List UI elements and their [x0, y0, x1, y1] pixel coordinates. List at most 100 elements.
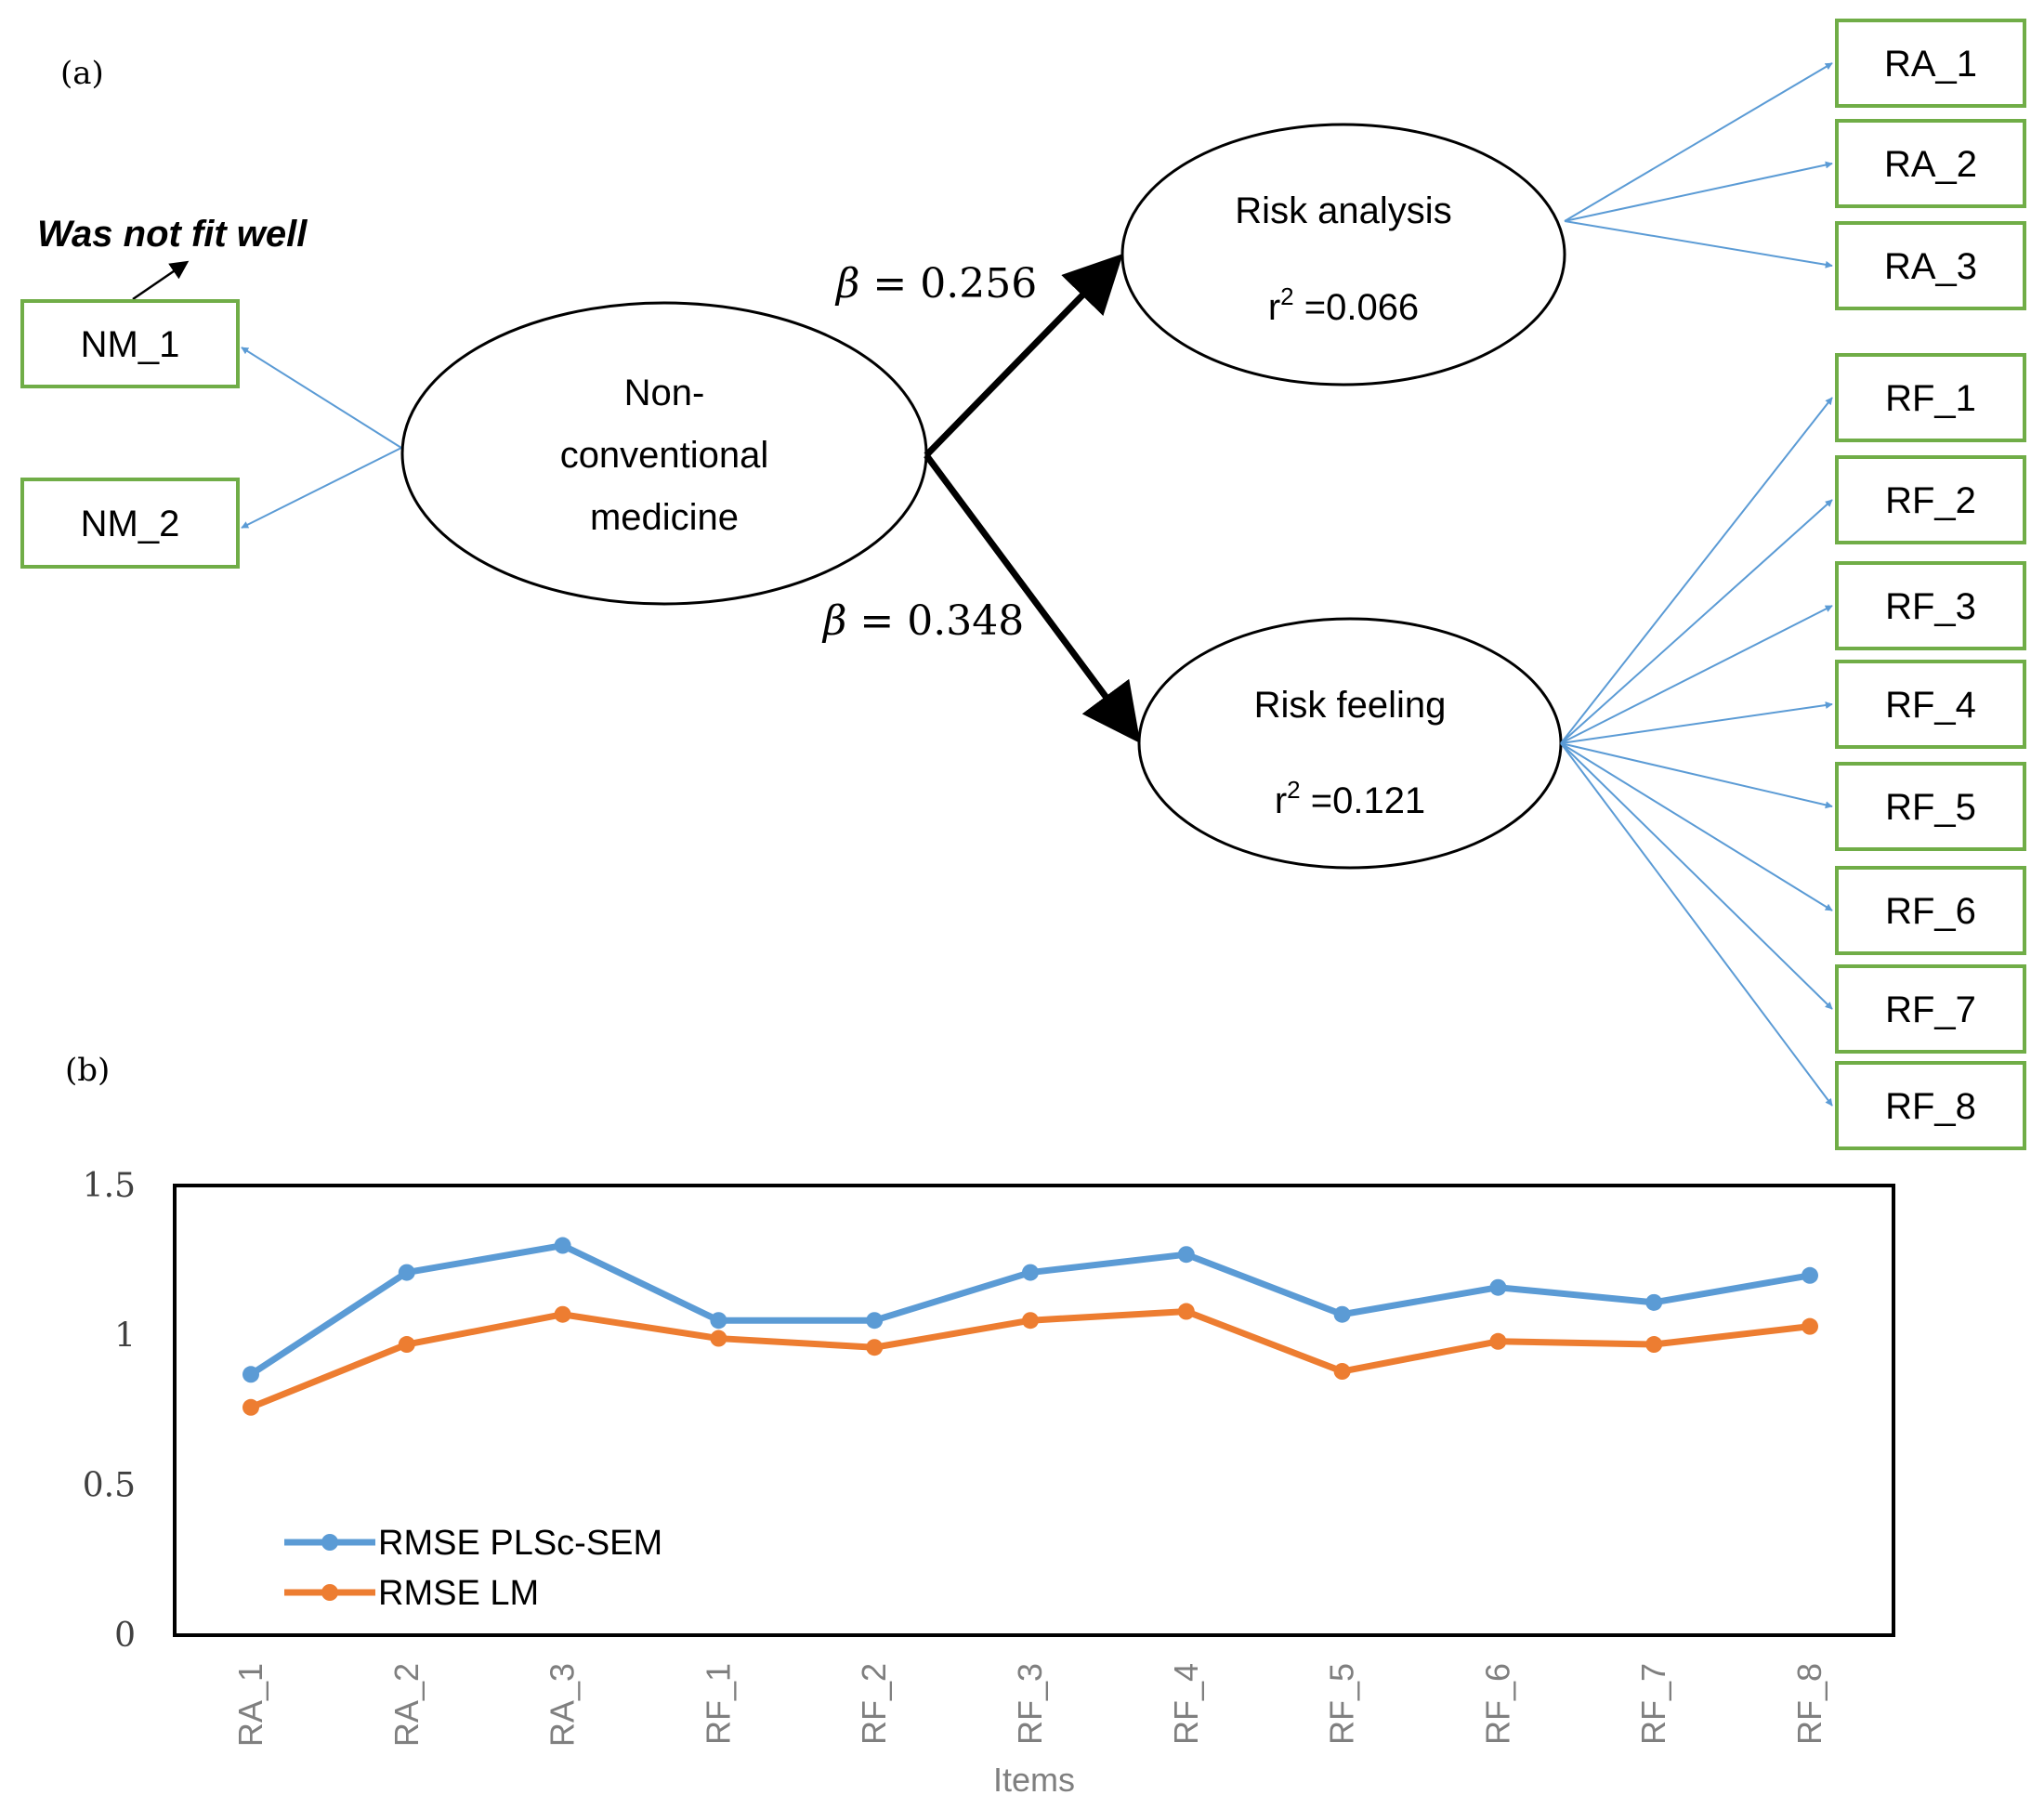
- rf-box-3: RF_3: [1835, 561, 2026, 650]
- data-point: [242, 1398, 259, 1416]
- y-tick-label: 1.5: [83, 1167, 136, 1205]
- panel-a-label: (a): [60, 55, 104, 92]
- rf-4-arrow: [1560, 701, 1833, 744]
- rf-box-4: RF_4: [1835, 660, 2026, 749]
- data-point: [866, 1312, 884, 1330]
- data-point: [398, 1336, 415, 1354]
- x-tick-label: RF_8: [1790, 1663, 1828, 1745]
- rf-box-2: RF_2: [1835, 455, 2026, 544]
- data-point: [1333, 1363, 1351, 1381]
- data-point: [1645, 1293, 1663, 1311]
- data-point: [866, 1339, 884, 1356]
- nm-box-2: NM_2: [20, 478, 240, 569]
- rf-box-8: RF_8: [1835, 1061, 2026, 1150]
- x-tick-label: RF_4: [1167, 1663, 1205, 1745]
- rf-box-5: RF_5: [1835, 762, 2026, 851]
- beta-rf-label: β = 0.348: [821, 597, 1024, 645]
- rf-6-arrow: [1560, 742, 1833, 911]
- rf-box-6-label: RF_6: [1885, 891, 1976, 932]
- nm1-arrow: [241, 347, 402, 449]
- data-point: [398, 1264, 415, 1281]
- x-tick-label: RF_3: [1011, 1663, 1049, 1745]
- series-1: [242, 1237, 1818, 1383]
- legend-item-1: RMSE PLSc-SEM: [284, 1524, 662, 1563]
- data-point: [1333, 1305, 1351, 1323]
- x-axis-title: Items: [993, 1761, 1075, 1799]
- y-axis: 0 0.5 1 1.5: [83, 1167, 136, 1655]
- beta-ra-label: β = 0.256: [834, 260, 1037, 308]
- legend-label: RMSE LM: [378, 1574, 539, 1613]
- rf-box-7: RF_7: [1835, 964, 2026, 1054]
- data-point: [1802, 1317, 1818, 1335]
- node-rf-title: Risk feeling: [1254, 685, 1447, 726]
- rf-1-arrow: [1560, 397, 1833, 744]
- data-point: [242, 1366, 259, 1383]
- panel-b-label: (b): [65, 1052, 110, 1089]
- node-ncm-line3: medicine: [590, 497, 739, 538]
- x-tick-label: RA_1: [231, 1663, 269, 1747]
- x-tick-label: RF_2: [855, 1663, 893, 1745]
- not-fit-note: Was not fit well: [37, 214, 308, 255]
- rf-box-6: RF_6: [1835, 866, 2026, 955]
- rf-3-arrow: [1560, 605, 1833, 744]
- data-point: [1645, 1336, 1663, 1354]
- rf-box-5-label: RF_5: [1885, 787, 1976, 828]
- nm-box-1: NM_1: [20, 299, 240, 388]
- ra-2-arrow: [1564, 161, 1833, 222]
- node-ra-title: Risk analysis: [1235, 190, 1451, 231]
- rf-box-1-label: RF_1: [1885, 378, 1976, 419]
- node-non-conventional-medicine: Non- conventional medicine: [400, 301, 928, 606]
- y-tick-label: 0: [114, 1617, 136, 1655]
- path-ncm-to-ra: [924, 253, 1123, 458]
- data-point: [710, 1312, 727, 1330]
- legend-label: RMSE PLSc-SEM: [378, 1524, 662, 1563]
- path-ncm-to-rf: [924, 452, 1141, 744]
- node-ncm-line2: conventional: [560, 435, 769, 476]
- x-axis: RA_1 RA_2 RA_3 RF_1 RF_2 RF_3 RF_4 RF_5 RF_6 RF_7…: [231, 1663, 1828, 1747]
- legend-swatch-marker: [321, 1534, 338, 1551]
- data-point: [1489, 1278, 1507, 1296]
- nm-box-1-label: NM_1: [81, 324, 180, 365]
- data-point: [1802, 1266, 1818, 1284]
- ra-box-1-label: RA_1: [1884, 44, 1977, 85]
- ra-box-3: RA_3: [1835, 221, 2026, 310]
- rf-box-8-label: RF_8: [1885, 1086, 1976, 1127]
- rf-box-7-label: RF_7: [1885, 989, 1976, 1030]
- node-risk-analysis: Risk analysis r2 =0.066: [1120, 123, 1566, 386]
- series-layer: [242, 1237, 1818, 1416]
- x-tick-label: RF_6: [1478, 1663, 1516, 1745]
- legend-item-2: RMSE LM: [284, 1574, 539, 1613]
- rf-box-2-label: RF_2: [1885, 480, 1976, 521]
- plot-area: [173, 1184, 1895, 1637]
- legend-swatch-marker: [321, 1584, 338, 1601]
- x-tick-label: RF_5: [1323, 1663, 1361, 1745]
- ra-box-1: RA_1: [1835, 19, 2026, 108]
- data-point: [1022, 1312, 1039, 1330]
- node-rf-r2: r2 =0.121: [1275, 776, 1425, 821]
- data-point: [1022, 1264, 1039, 1281]
- y-tick-label: 0.5: [83, 1467, 136, 1505]
- x-tick-label: RA_3: [544, 1663, 582, 1747]
- ra-box-2: RA_2: [1835, 119, 2026, 208]
- x-tick-label: RA_2: [387, 1663, 426, 1747]
- rf-8-arrow: [1560, 742, 1833, 1107]
- data-point: [710, 1330, 727, 1347]
- ra-3-arrow: [1564, 220, 1833, 269]
- x-tick-label: RF_7: [1634, 1663, 1672, 1745]
- data-point: [1489, 1332, 1507, 1350]
- rf-7-arrow: [1560, 742, 1833, 1010]
- nm-box-2-label: NM_2: [81, 504, 180, 544]
- node-ncm-line1: Non-: [624, 373, 705, 413]
- data-point: [554, 1237, 571, 1254]
- ra-indicator-group: RA_1 RA_2 RA_3: [1564, 19, 2026, 310]
- note-arrow: [132, 260, 190, 301]
- nm2-arrow: [241, 447, 402, 529]
- rf-box-4-label: RF_4: [1885, 685, 1976, 726]
- ra-1-arrow: [1564, 62, 1833, 222]
- ra-box-2-label: RA_2: [1884, 144, 1977, 185]
- x-tick-label: RF_1: [699, 1663, 737, 1745]
- rf-indicator-group: RF_1 RF_2 RF_3 RF_4 RF_5 RF_6 RF_7 RF_8: [1560, 353, 2026, 1150]
- rf-box-1: RF_1: [1835, 353, 2026, 442]
- rf-box-3-label: RF_3: [1885, 586, 1976, 627]
